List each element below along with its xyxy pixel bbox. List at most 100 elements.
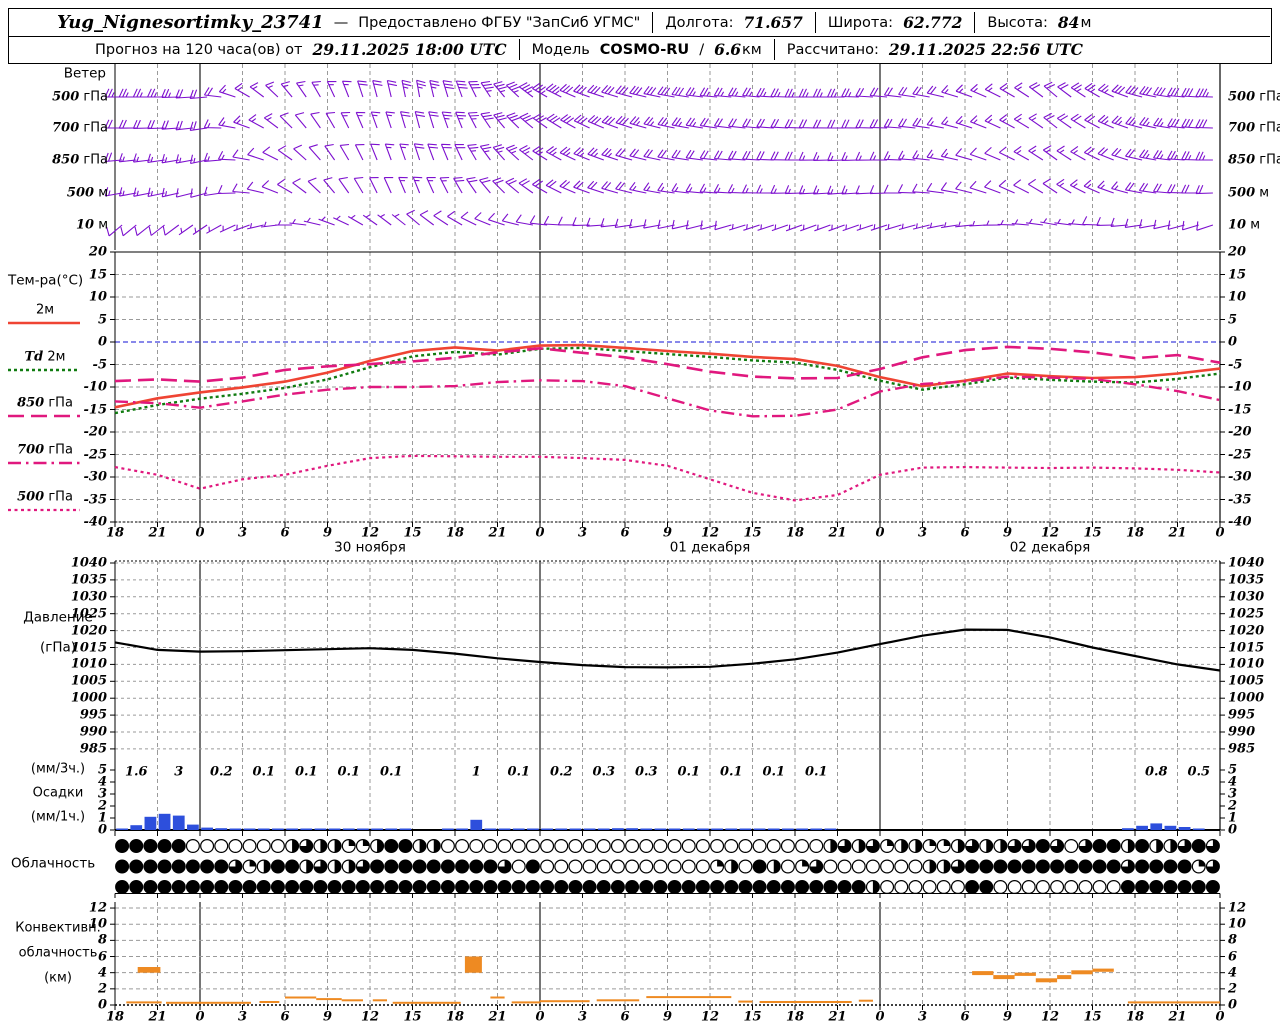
precip-bar bbox=[654, 828, 667, 830]
wind-barb bbox=[587, 84, 604, 98]
wind-barb bbox=[1084, 114, 1100, 129]
wind-barb bbox=[1195, 119, 1213, 129]
cloud-symbol bbox=[384, 879, 399, 894]
wind-barb bbox=[132, 88, 151, 98]
convective-cloud-bar bbox=[993, 975, 1015, 980]
wind-barb bbox=[1043, 81, 1058, 98]
convective-cloud-bar bbox=[490, 996, 505, 999]
wind-barb bbox=[1139, 149, 1157, 161]
wind-barb bbox=[1167, 87, 1185, 98]
wind-barb bbox=[1167, 150, 1185, 161]
conv-ytick-label-left: 12 bbox=[88, 900, 107, 916]
cloud-symbol bbox=[511, 879, 526, 894]
cloud-symbol bbox=[738, 879, 753, 894]
header-separator bbox=[974, 12, 976, 33]
wind-barb bbox=[480, 80, 494, 98]
temp-ytick-label-left: 10 bbox=[88, 289, 107, 305]
cloud-symbol bbox=[1050, 859, 1065, 874]
wind-barb bbox=[370, 143, 380, 161]
cloud-symbol bbox=[1078, 879, 1093, 894]
wind-barb bbox=[1069, 179, 1086, 194]
wind-barb bbox=[1057, 82, 1072, 98]
precip-ytick-label-left: 1 bbox=[97, 810, 107, 826]
hour-label: 3 bbox=[237, 525, 248, 541]
wind-barb bbox=[233, 224, 250, 232]
precip-bar bbox=[300, 828, 313, 830]
wind-barb bbox=[1042, 178, 1058, 194]
cloud-symbol bbox=[1120, 879, 1135, 894]
wind-barb bbox=[629, 148, 647, 161]
wind-barb bbox=[926, 85, 944, 98]
cloud-symbol bbox=[143, 859, 158, 874]
convective-cloud-bar bbox=[137, 967, 161, 973]
cloud-symbol bbox=[1035, 838, 1050, 853]
wind-barb bbox=[455, 111, 467, 129]
wind-level-label-left: 700 гПа bbox=[52, 120, 108, 136]
wind-barb bbox=[728, 118, 746, 129]
cloud-symbol bbox=[667, 879, 682, 894]
conv-ytick-label-right: 10 bbox=[1228, 916, 1247, 932]
wind-barb bbox=[883, 87, 902, 98]
pressure-ytick-label-right: 990 bbox=[1228, 724, 1256, 740]
wind-barb bbox=[955, 84, 973, 98]
wind-barb bbox=[728, 87, 746, 98]
wind-barb bbox=[429, 79, 440, 98]
wind-barb bbox=[955, 148, 973, 161]
wind-barb bbox=[460, 211, 477, 226]
wind-barb bbox=[175, 154, 194, 164]
pressure-ytick-label-right: 1000 bbox=[1228, 690, 1265, 706]
cloud-symbol bbox=[285, 859, 300, 874]
wind-barb bbox=[1153, 150, 1171, 161]
header1-seg-10: Высота: bbox=[987, 14, 1048, 31]
wind-barb bbox=[685, 87, 703, 98]
wind-barb bbox=[898, 223, 916, 231]
wind-barb bbox=[147, 88, 165, 98]
wind-barb bbox=[784, 119, 803, 129]
wind-barb bbox=[629, 116, 647, 129]
cloud-symbol-fill bbox=[498, 860, 511, 873]
wind-barb bbox=[308, 144, 321, 161]
wind-barb bbox=[615, 85, 633, 98]
header2-seg-3: Модель bbox=[531, 41, 590, 58]
cloud-symbol bbox=[837, 859, 852, 874]
wind-barb bbox=[1124, 182, 1143, 194]
wind-barb bbox=[189, 121, 208, 131]
cloud-symbol-fill bbox=[1079, 839, 1092, 853]
wind-barb bbox=[657, 182, 675, 194]
cloud-symbol-fill bbox=[419, 839, 426, 853]
wind-barb bbox=[412, 176, 423, 194]
cloud-symbol bbox=[256, 879, 271, 894]
wind-barb bbox=[643, 182, 661, 194]
wind-barb bbox=[439, 176, 450, 194]
precip-bar bbox=[1178, 827, 1191, 830]
wind-barb bbox=[391, 213, 406, 226]
cloud-symbol-fill bbox=[334, 839, 341, 853]
wind-barb bbox=[685, 149, 703, 161]
hour-label: 0 bbox=[875, 525, 885, 541]
wind-barb bbox=[757, 224, 774, 231]
temp-ytick-label-left: -5 bbox=[92, 357, 107, 372]
wind-barb bbox=[671, 183, 689, 194]
cloud-symbol bbox=[497, 879, 512, 894]
precip-bar bbox=[512, 828, 525, 830]
conv-hour-label: 3 bbox=[237, 1009, 248, 1024]
precip-ytick-label-left: 5 bbox=[97, 762, 107, 778]
wind-barb bbox=[999, 114, 1015, 129]
temp-ytick-label-right: -30 bbox=[1228, 469, 1252, 485]
cloud-symbol bbox=[185, 879, 200, 894]
wind-barb bbox=[399, 143, 409, 161]
precip-bar bbox=[229, 828, 242, 830]
precip-bar bbox=[739, 828, 752, 830]
cloud-symbol-fill bbox=[433, 839, 441, 853]
cloud-symbol-fill bbox=[306, 860, 313, 873]
temp-ytick-label-left: -25 bbox=[83, 447, 108, 462]
cloud-symbol bbox=[285, 879, 300, 894]
wind-barb bbox=[713, 150, 732, 161]
wind-barb bbox=[1138, 182, 1157, 194]
wind-barb bbox=[265, 81, 279, 98]
hour-label: 15 bbox=[743, 525, 762, 541]
precip-ytick-label-left: 3 bbox=[97, 786, 107, 802]
cloud-symbol bbox=[469, 859, 484, 874]
wind-barb bbox=[442, 80, 454, 98]
conv-hour-label: 15 bbox=[1083, 1009, 1102, 1024]
